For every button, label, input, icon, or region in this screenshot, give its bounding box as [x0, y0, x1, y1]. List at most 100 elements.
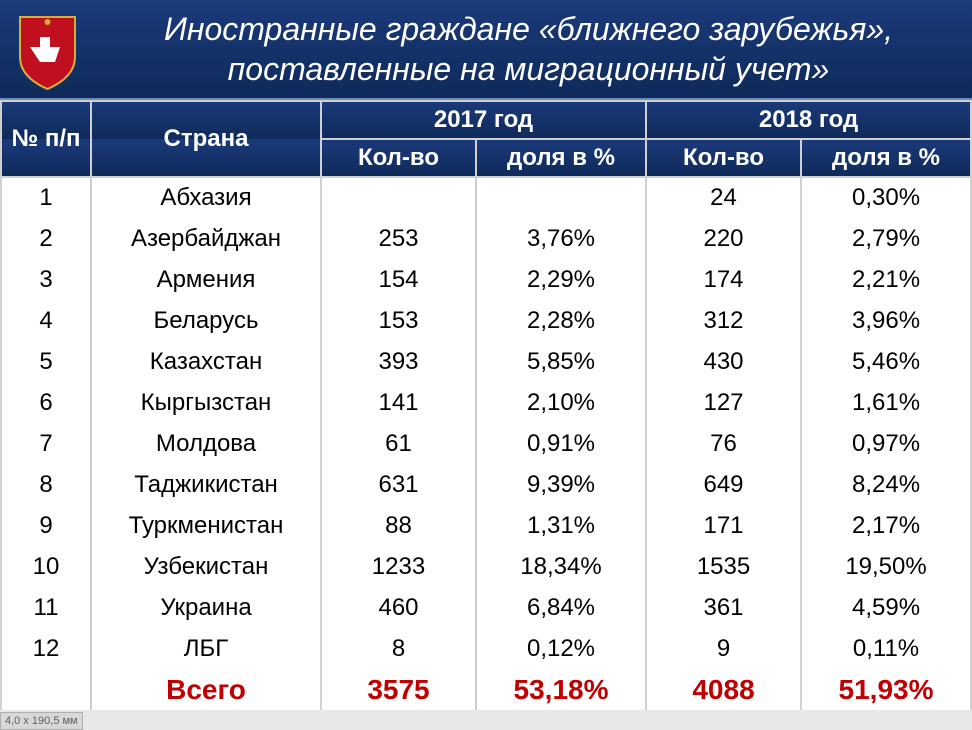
status-bar: 4,0 x 190,5 мм: [0, 712, 83, 730]
cell-p18: 0,30%: [801, 177, 971, 218]
page-header: Иностранные граждане «ближнего зарубежья…: [0, 0, 972, 100]
cell-q18: 9: [646, 628, 801, 669]
cell-total-q17: 3575: [321, 669, 476, 710]
cell-p18: 8,24%: [801, 464, 971, 505]
table-row: 4Беларусь1532,28%3123,96%: [1, 300, 971, 341]
cell-p18: 2,21%: [801, 259, 971, 300]
cell-q17: 460: [321, 587, 476, 628]
cell-total-q18: 4088: [646, 669, 801, 710]
col-header-qty-2018: Кол-во: [646, 139, 801, 177]
cell-country: Туркменистан: [91, 505, 321, 546]
cell-q17: 61: [321, 423, 476, 464]
cell-p17: 1,31%: [476, 505, 646, 546]
cell-p17: 9,39%: [476, 464, 646, 505]
cell-country: Армения: [91, 259, 321, 300]
mvd-logo: [10, 7, 85, 92]
cell-p17: [476, 177, 646, 218]
cell-p17: 2,10%: [476, 382, 646, 423]
cell-total-empty: [1, 669, 91, 710]
cell-q17: 88: [321, 505, 476, 546]
table-row: 7Молдова610,91%760,97%: [1, 423, 971, 464]
table-row: 3Армения1542,29%1742,21%: [1, 259, 971, 300]
table-row: 11Украина4606,84%3614,59%: [1, 587, 971, 628]
cell-q18: 361: [646, 587, 801, 628]
table-total-row: Всего357553,18%408851,93%: [1, 669, 971, 710]
table-row: 9Туркменистан881,31%1712,17%: [1, 505, 971, 546]
cell-p18: 0,11%: [801, 628, 971, 669]
cell-p17: 6,84%: [476, 587, 646, 628]
cell-q18: 430: [646, 341, 801, 382]
col-header-pct-2018: доля в %: [801, 139, 971, 177]
cell-country: Молдова: [91, 423, 321, 464]
table-row: 10Узбекистан123318,34%153519,50%: [1, 546, 971, 587]
cell-total-p17: 53,18%: [476, 669, 646, 710]
cell-q17: 141: [321, 382, 476, 423]
cell-country: Украина: [91, 587, 321, 628]
cell-num: 9: [1, 505, 91, 546]
cell-num: 1: [1, 177, 91, 218]
cell-num: 10: [1, 546, 91, 587]
page-title: Иностранные граждане «ближнего зарубежья…: [95, 9, 962, 89]
cell-p17: 2,29%: [476, 259, 646, 300]
table-row: 8Таджикистан6319,39%6498,24%: [1, 464, 971, 505]
cell-num: 8: [1, 464, 91, 505]
table-row: 12ЛБГ80,12%90,11%: [1, 628, 971, 669]
col-header-pct-2017: доля в %: [476, 139, 646, 177]
cell-q18: 171: [646, 505, 801, 546]
cell-q18: 127: [646, 382, 801, 423]
cell-q17: 253: [321, 218, 476, 259]
cell-q18: 312: [646, 300, 801, 341]
cell-q17: 631: [321, 464, 476, 505]
cell-p18: 2,79%: [801, 218, 971, 259]
cell-num: 3: [1, 259, 91, 300]
table-row: 6Кыргызстан1412,10%1271,61%: [1, 382, 971, 423]
cell-country: Азербайджан: [91, 218, 321, 259]
cell-country: Абхазия: [91, 177, 321, 218]
cell-p17: 2,28%: [476, 300, 646, 341]
table-header: № п/п Страна 2017 год 2018 год Кол-во до…: [1, 101, 971, 177]
cell-num: 2: [1, 218, 91, 259]
cell-country: Узбекистан: [91, 546, 321, 587]
table-row: 5Казахстан3935,85%4305,46%: [1, 341, 971, 382]
cell-country: Беларусь: [91, 300, 321, 341]
cell-q17: 8: [321, 628, 476, 669]
migration-table: № п/п Страна 2017 год 2018 год Кол-во до…: [0, 100, 972, 710]
col-header-country: Страна: [91, 101, 321, 177]
cell-p17: 18,34%: [476, 546, 646, 587]
cell-num: 11: [1, 587, 91, 628]
cell-total-p18: 51,93%: [801, 669, 971, 710]
cell-p17: 0,12%: [476, 628, 646, 669]
cell-q18: 220: [646, 218, 801, 259]
cell-country: ЛБГ: [91, 628, 321, 669]
cell-q18: 1535: [646, 546, 801, 587]
cell-p17: 3,76%: [476, 218, 646, 259]
col-header-num: № п/п: [1, 101, 91, 177]
cell-total-label: Всего: [91, 669, 321, 710]
cell-num: 7: [1, 423, 91, 464]
cell-p18: 4,59%: [801, 587, 971, 628]
cell-num: 4: [1, 300, 91, 341]
cell-p18: 2,17%: [801, 505, 971, 546]
cell-p18: 1,61%: [801, 382, 971, 423]
cell-num: 6: [1, 382, 91, 423]
col-header-2017: 2017 год: [321, 101, 646, 139]
cell-country: Казахстан: [91, 341, 321, 382]
col-header-2018: 2018 год: [646, 101, 971, 139]
cell-p18: 3,96%: [801, 300, 971, 341]
cell-p18: 5,46%: [801, 341, 971, 382]
cell-q18: 76: [646, 423, 801, 464]
table-row: 2Азербайджан2533,76%2202,79%: [1, 218, 971, 259]
table-row: 1Абхазия 240,30%: [1, 177, 971, 218]
cell-q17: 393: [321, 341, 476, 382]
cell-q17: 153: [321, 300, 476, 341]
cell-q18: 24: [646, 177, 801, 218]
cell-p18: 19,50%: [801, 546, 971, 587]
cell-p17: 0,91%: [476, 423, 646, 464]
cell-num: 12: [1, 628, 91, 669]
cell-q17: 154: [321, 259, 476, 300]
cell-q18: 174: [646, 259, 801, 300]
cell-q17: 1233: [321, 546, 476, 587]
cell-q17: [321, 177, 476, 218]
col-header-qty-2017: Кол-во: [321, 139, 476, 177]
table-body: 1Абхазия240,30%2Азербайджан2533,76%2202,…: [1, 177, 971, 710]
